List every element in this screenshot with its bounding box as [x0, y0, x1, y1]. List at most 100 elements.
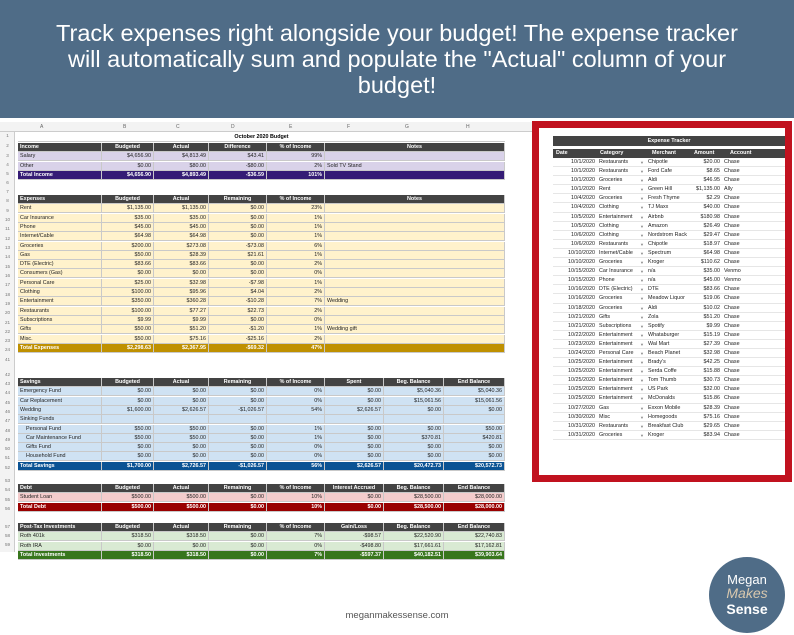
- table-cell[interactable]: Debt: [18, 484, 102, 493]
- tracker-cell[interactable]: $64.98: [703, 249, 721, 256]
- row-number[interactable]: 16: [4, 273, 11, 278]
- table-cell[interactable]: 1%: [267, 278, 325, 288]
- tracker-cell[interactable]: 10/22/2020: [568, 331, 595, 338]
- row-number[interactable]: 8: [6, 198, 9, 203]
- tracker-cell[interactable]: Chipotle: [648, 240, 668, 247]
- table-cell[interactable]: Actual: [154, 143, 209, 152]
- table-cell[interactable]: Remaining: [209, 484, 267, 493]
- table-cell[interactable]: [325, 288, 505, 297]
- row-number[interactable]: 50: [4, 446, 11, 451]
- table-cell[interactable]: Beg. Balance: [384, 523, 444, 532]
- table-cell[interactable]: $0.00: [102, 387, 154, 397]
- tracker-cell[interactable]: 10/6/2020: [571, 240, 595, 247]
- tracker-row[interactable]: 10/22/2020 Entertainment ▼ Whataburger $15.1…: [553, 331, 785, 340]
- table-cell[interactable]: $360.28: [154, 297, 209, 307]
- table-cell[interactable]: $0.00: [444, 405, 505, 415]
- tracker-row[interactable]: 10/1/2020 Restaurants ▼ Chipotle $20.00 Chase: [553, 158, 785, 168]
- table-cell[interactable]: $80.00: [154, 161, 209, 171]
- tracker-cell[interactable]: Entertainment: [599, 368, 633, 375]
- dropdown-arrow-icon[interactable]: ▼: [640, 214, 644, 220]
- tracker-header-account[interactable]: Account: [730, 150, 752, 156]
- table-cell[interactable]: $2,626.57: [325, 405, 384, 415]
- row-number[interactable]: 41: [4, 357, 11, 362]
- table-cell[interactable]: $2,626.57: [325, 461, 384, 471]
- row-number[interactable]: 6: [6, 180, 9, 185]
- tracker-cell[interactable]: Serda Coffe: [648, 368, 677, 375]
- row-number[interactable]: 49: [4, 437, 11, 442]
- table-cell[interactable]: Student Loan: [18, 493, 102, 503]
- row-number[interactable]: 55: [4, 497, 11, 502]
- tracker-cell[interactable]: $75.16: [703, 413, 721, 420]
- table-cell[interactable]: Remaining: [209, 195, 267, 204]
- table-cell[interactable]: 10%: [267, 502, 325, 512]
- table-cell[interactable]: Difference: [209, 143, 267, 152]
- table-cell[interactable]: Subscriptions: [18, 315, 102, 325]
- row-number[interactable]: 17: [4, 282, 11, 287]
- tracker-cell[interactable]: 10/21/2020: [568, 322, 595, 329]
- tracker-cell[interactable]: $1,135.00: [696, 186, 720, 193]
- table-cell[interactable]: -$98.57: [325, 532, 384, 542]
- tracker-row[interactable]: 10/1/2020 Restaurants ▼ Ford Cafe $8.65 Chase: [553, 167, 785, 177]
- tracker-cell[interactable]: Personal Care: [599, 349, 634, 356]
- table-cell[interactable]: 2%: [267, 161, 325, 171]
- row-number[interactable]: 59: [4, 542, 11, 547]
- tracker-row[interactable]: 10/18/2020 Groceries ▼ Aldi $10.02 Chase: [553, 304, 785, 313]
- tracker-cell[interactable]: Groceries: [599, 195, 623, 202]
- table-cell[interactable]: $51.20: [154, 325, 209, 335]
- tracker-cell[interactable]: $28.39: [703, 404, 721, 411]
- dropdown-arrow-icon[interactable]: ▼: [640, 323, 644, 329]
- tracker-row[interactable]: 10/23/2020 Entertainment ▼ Wal Mart $27.39 Ch…: [553, 340, 785, 349]
- table-cell[interactable]: -$1,026.57: [209, 461, 267, 471]
- tracker-cell[interactable]: $32.00: [703, 386, 721, 393]
- tracker-cell[interactable]: Entertainment: [599, 395, 633, 402]
- table-cell[interactable]: [102, 415, 154, 425]
- table-cell[interactable]: 47%: [267, 343, 325, 353]
- table-cell[interactable]: $50.00: [154, 433, 209, 443]
- row-number[interactable]: 4: [6, 162, 9, 167]
- tracker-row[interactable]: 10/25/2020 Entertainment ▼ US Park $32.00 Cha…: [553, 385, 785, 395]
- row-number[interactable]: 42: [4, 372, 11, 377]
- table-cell[interactable]: % of Income: [267, 378, 325, 387]
- row-number[interactable]: 24: [4, 347, 11, 352]
- table-cell[interactable]: $0.00: [209, 541, 267, 551]
- table-cell[interactable]: Spent: [325, 378, 384, 387]
- tracker-cell[interactable]: 10/21/2020: [568, 313, 595, 320]
- row-number[interactable]: 14: [4, 254, 11, 259]
- tracker-cell[interactable]: Venmo: [724, 277, 741, 284]
- tracker-row[interactable]: 10/16/2020 Groceries ▼ Meadow Liquor $19.06 C…: [553, 294, 785, 304]
- tracker-cell[interactable]: Chase: [724, 313, 740, 320]
- table-cell[interactable]: Total Debt: [18, 502, 102, 512]
- table-cell[interactable]: [325, 334, 505, 344]
- table-cell[interactable]: $28,500.00: [384, 502, 444, 512]
- tracker-row[interactable]: 10/25/2020 Entertainment ▼ Serda Coffe $15.8…: [553, 367, 785, 377]
- table-cell[interactable]: $420.81: [444, 433, 505, 443]
- table-cell[interactable]: $22.73: [209, 306, 267, 316]
- table-cell[interactable]: $32.98: [154, 278, 209, 288]
- table-cell[interactable]: 1%: [267, 213, 325, 223]
- tracker-cell[interactable]: Chase: [724, 168, 740, 175]
- tracker-cell[interactable]: Chase: [724, 259, 740, 266]
- row-number[interactable]: 56: [4, 506, 11, 511]
- tracker-cell[interactable]: Fresh Thyme: [648, 195, 680, 202]
- tracker-cell[interactable]: Green Hill: [648, 186, 672, 193]
- tracker-cell[interactable]: 10/1/2020: [571, 186, 595, 193]
- tracker-cell[interactable]: 10/6/2020: [571, 231, 595, 238]
- dropdown-arrow-icon[interactable]: ▼: [640, 232, 644, 238]
- table-cell[interactable]: [267, 415, 325, 425]
- table-cell[interactable]: 6%: [267, 241, 325, 251]
- table-cell[interactable]: $0.00: [325, 452, 384, 462]
- table-cell[interactable]: $0.00: [209, 502, 267, 512]
- table-cell[interactable]: Actual: [154, 523, 209, 532]
- table-cell[interactable]: $35.00: [154, 213, 209, 223]
- row-number[interactable]: 2: [6, 143, 9, 148]
- table-cell[interactable]: 1%: [267, 222, 325, 232]
- table-cell[interactable]: 2%: [267, 288, 325, 297]
- table-cell[interactable]: $350.00: [102, 297, 154, 307]
- tracker-cell[interactable]: Chase: [724, 340, 740, 347]
- table-cell[interactable]: 7%: [267, 550, 325, 560]
- tracker-cell[interactable]: $20.00: [703, 159, 721, 165]
- table-cell[interactable]: $0.00: [209, 222, 267, 232]
- table-cell[interactable]: 1%: [267, 325, 325, 335]
- tracker-header-merchant[interactable]: Merchant: [652, 150, 676, 156]
- tracker-cell[interactable]: Groceries: [599, 259, 623, 266]
